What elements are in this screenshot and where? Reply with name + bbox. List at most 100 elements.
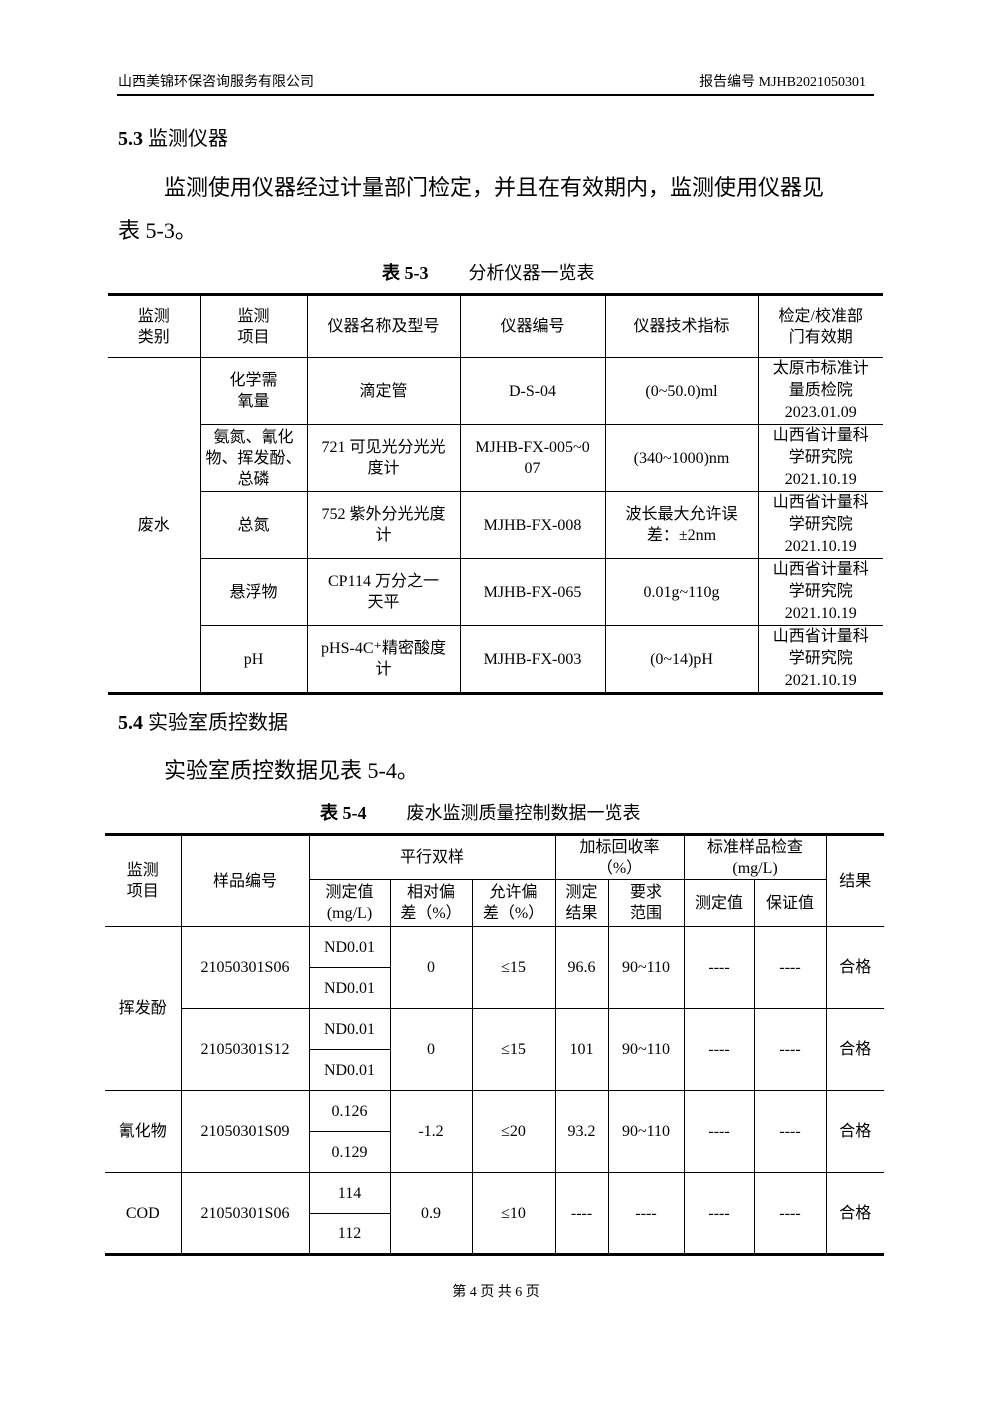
table-cell: 752 紫外分光光度计 <box>306 491 461 559</box>
rec-cell: 96.6 <box>554 926 609 1009</box>
allow-cell: ≤20 <box>471 1090 556 1173</box>
rec-cell: ---- <box>554 1172 609 1255</box>
table-cell: MJHB-FX-065 <box>459 558 606 626</box>
range-cell: 90~110 <box>607 1090 685 1173</box>
table-cell: (340~1000)nm <box>604 424 759 492</box>
item-cell: COD <box>105 1172 182 1255</box>
result-cell: 合格 <box>825 1090 885 1173</box>
header-company: 山西美锦环保咨询服务有限公司 <box>118 75 314 90</box>
column-header: 标准样品检查 (mg/L) <box>683 834 827 880</box>
table-cell: 悬浮物 <box>200 558 308 626</box>
caption-number: 表 5-3 <box>382 263 429 283</box>
sample-id-cell: 21050301S09 <box>180 1090 310 1173</box>
table-5-4-caption: 表 5-4 废水监测质量控制数据一览表 <box>320 799 641 825</box>
measured-value-cell: 0.129 <box>308 1131 391 1173</box>
table-row: 112 <box>105 1213 884 1255</box>
column-subheader: 允许偏 差（%） <box>471 879 556 927</box>
std-guar-cell: ---- <box>753 1008 827 1091</box>
std-guar-cell: ---- <box>753 1172 827 1255</box>
table-cell: 氨氮、氰化 物、挥发酚、 总磷 <box>200 424 308 492</box>
table-cell: 山西省计量科 学研究院 2021.10.19 <box>757 424 883 492</box>
column-subheader: 相对偏 差（%） <box>389 879 473 927</box>
column-header: 平行双样 <box>308 834 556 880</box>
table-cell: D-S-04 <box>459 357 606 425</box>
measured-value-cell: ND0.01 <box>308 1049 391 1091</box>
table-header-row: 监测 项目 样品编号 平行双样 加标回收率 （%） 标准样品检查 (mg/L) 结果 <box>105 834 885 927</box>
table-row: 氰化物 21050301S09 0.126 -1.2 ≤20 93.2 90~110 ----… <box>105 1090 885 1173</box>
range-cell: 90~110 <box>607 926 685 1009</box>
measured-value-cell: 0.126 <box>308 1090 391 1132</box>
caption-title: 废水监测质量控制数据一览表 <box>406 803 641 823</box>
table-cell: pH <box>200 625 308 694</box>
std-guar-cell: ---- <box>753 926 827 1009</box>
column-subheader: 测定值 <box>683 879 755 927</box>
table-row: 21050301S12 ND0.01 0 ≤15 101 90~110 ---- ---- 合格 <box>105 1008 885 1091</box>
table-5-3-caption: 表 5-3 分析仪器一览表 <box>382 259 595 285</box>
item-cell: 挥发酚 <box>105 926 182 1091</box>
table-cell: (0~50.0)ml <box>604 357 759 425</box>
column-header: 仪器技术指标 <box>604 294 759 358</box>
section-5-3-paragraph-line2: 表 5-3。 <box>118 218 197 243</box>
table-row: 0.129 <box>105 1131 884 1173</box>
category-cell: 废水 <box>108 357 201 694</box>
section-title: 监测仪器 <box>148 128 228 150</box>
rel-cell: 0.9 <box>389 1172 473 1255</box>
std-meas-cell: ---- <box>683 926 755 1009</box>
rec-cell: 101 <box>554 1008 609 1091</box>
table-cell: 化学需 氧量 <box>199 357 308 425</box>
range-cell: 90~110 <box>607 1008 685 1091</box>
column-subheader: 测定 结果 <box>554 879 609 927</box>
table-cell: pHS-4C⁺精密酸度计 <box>306 625 461 694</box>
std-meas-cell: ---- <box>683 1090 755 1173</box>
column-header: 样品编号 <box>180 834 310 927</box>
table-row: 氨氮、氰化 物、挥发酚、 总磷 721 可见光分光光 度计 MJHB-FX-005~0 07… <box>108 424 883 492</box>
table-header-row: 监测 类别 监测 项目 仪器名称及型号 仪器编号 仪器技术指标 检定/校准部 门有效期 <box>108 294 883 358</box>
sample-id-cell: 21050301S06 <box>180 1172 310 1255</box>
table-cell: 山西省计量科 学研究院 2021.10.19 <box>757 558 883 626</box>
page-footer: 第 4 页 共 6 页 <box>452 1285 540 1300</box>
table-row: ND0.01 <box>105 967 884 1009</box>
result-cell: 合格 <box>825 926 885 1009</box>
allow-cell: ≤10 <box>471 1172 556 1255</box>
table-row: 总氮 752 紫外分光光度计 MJHB-FX-008 波长最大允许误 差：±2nm 山西省… <box>108 491 883 559</box>
allow-cell: ≤15 <box>471 1008 556 1091</box>
table-cell: MJHB-FX-005~0 07 <box>459 424 606 492</box>
table-cell: 山西省计量科 学研究院 2021.10.19 <box>757 491 883 559</box>
section-number: 5.4 <box>118 712 143 734</box>
table-row: 废水 化学需 氧量 滴定管 D-S-04 (0~50.0)ml 太原市标准计 量质检院 2023… <box>108 357 883 694</box>
table-row: ND0.01 <box>105 1049 884 1091</box>
table-cell: 波长最大允许误 差：±2nm <box>604 491 759 559</box>
std-guar-cell: ---- <box>753 1090 827 1173</box>
table-cell: (0~14)pH <box>604 625 759 694</box>
section-5-3-heading: 5.3 监测仪器 <box>118 122 228 151</box>
measured-value-cell: ND0.01 <box>308 926 391 968</box>
column-header: 仪器编号 <box>459 294 606 358</box>
rec-cell: 93.2 <box>554 1090 609 1173</box>
caption-number: 表 5-4 <box>320 803 367 823</box>
header-divider <box>117 94 874 96</box>
section-title: 实验室质控数据 <box>148 712 288 734</box>
table-row: 悬浮物 CP114 万分之一 天平 MJHB-FX-065 0.01g~110g 山西省计… <box>108 558 883 626</box>
table-cell: 总氮 <box>200 491 308 559</box>
table-row: COD 21050301S06 114 0.9 ≤10 ---- ---- ---- ---- 合… <box>105 1172 885 1255</box>
column-header: 仪器名称及型号 <box>306 294 461 358</box>
sample-id-cell: 21050301S06 <box>180 926 310 1009</box>
section-5-3-paragraph-line1: 监测使用仪器经过计量部门检定，并且在有效期内，监测使用仪器见 <box>164 175 825 200</box>
column-header: 监测 项目 <box>199 294 308 358</box>
column-header: 结果 <box>825 834 885 927</box>
table-cell: CP114 万分之一 天平 <box>306 558 461 626</box>
measured-value-cell: ND0.01 <box>308 1008 391 1050</box>
item-cell: 氰化物 <box>105 1090 182 1173</box>
table-subheader-row: 测定值 (mg/L) 相对偏 差（%） 允许偏 差（%） 测定 结果 要求 范围 测定值 保证值 <box>105 879 884 927</box>
table-cell: 0.01g~110g <box>604 558 759 626</box>
column-subheader: 保证值 <box>753 879 827 927</box>
measured-value-cell: 114 <box>308 1172 391 1214</box>
allow-cell: ≤15 <box>471 926 556 1009</box>
table-row: pH pHS-4C⁺精密酸度计 MJHB-FX-003 (0~14)pH 山西省计量科学… <box>108 625 883 694</box>
column-header: 监测 类别 <box>108 294 201 358</box>
table-cell: 山西省计量科 学研究院 2021.10.19 <box>757 625 883 694</box>
table-cell: 721 可见光分光光 度计 <box>306 424 461 492</box>
section-number: 5.3 <box>118 128 143 150</box>
std-meas-cell: ---- <box>683 1008 755 1091</box>
std-meas-cell: ---- <box>683 1172 755 1255</box>
